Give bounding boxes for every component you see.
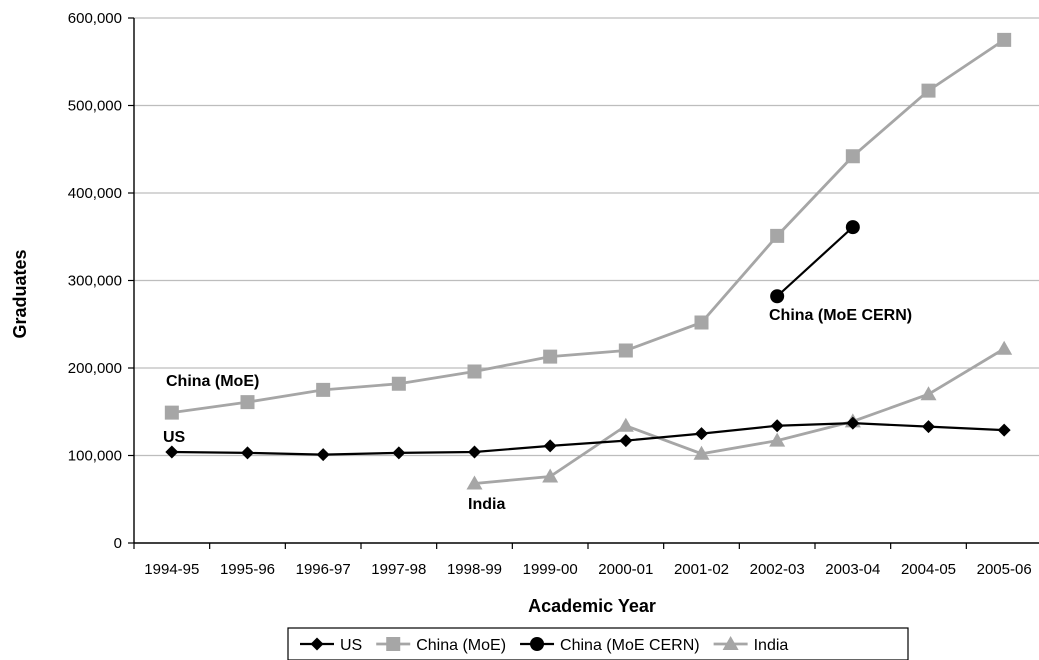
legend-item: China (MoE) xyxy=(376,637,506,654)
data-point xyxy=(316,448,330,462)
data-point xyxy=(543,349,558,364)
data-point xyxy=(769,432,786,447)
legend-item: US xyxy=(300,637,362,654)
x-tick-label: 1994-95 xyxy=(144,561,199,578)
data-point xyxy=(617,417,634,432)
x-tick-label: 2000-01 xyxy=(598,561,653,578)
x-tick-label: 2005-06 xyxy=(977,561,1032,578)
x-axis-title: Academic Year xyxy=(528,596,656,616)
data-point xyxy=(996,340,1013,355)
annotation-label: India xyxy=(468,496,505,513)
series-line xyxy=(474,347,1005,485)
y-tick-label: 400,000 xyxy=(68,185,122,202)
y-tick-label: 300,000 xyxy=(68,273,122,290)
annotation-label: China (MoE) xyxy=(166,373,259,390)
series-china-moe xyxy=(164,32,1012,420)
legend-marker xyxy=(310,637,324,651)
legend-marker xyxy=(722,636,739,650)
legend-label: US xyxy=(340,637,362,654)
series-line xyxy=(776,226,854,298)
data-point xyxy=(997,32,1012,47)
data-point xyxy=(922,420,935,434)
x-tick-label: 1997-98 xyxy=(371,561,426,578)
data-point xyxy=(165,445,179,459)
data-point xyxy=(997,423,1011,437)
data-point xyxy=(619,434,633,448)
y-tick-label: 100,000 xyxy=(68,448,122,465)
annotation-label: US xyxy=(163,429,186,446)
x-tick-label: 2002-03 xyxy=(750,561,805,578)
y-tick-label: 500,000 xyxy=(68,98,122,115)
data-point xyxy=(618,343,633,358)
data-point xyxy=(466,475,483,490)
legend: US China (MoE) China (MoE CERN) India xyxy=(287,627,909,660)
y-axis-ticks: 0 100,000 200,000 300,000 400,000 500,000 600,… xyxy=(68,10,122,552)
y-tick-label: 0 xyxy=(114,535,122,552)
x-tick-label: 2003-04 xyxy=(825,561,880,578)
annotations: China (MoE) US India China (MoE CERN) xyxy=(163,307,912,513)
data-point xyxy=(845,149,860,164)
data-point xyxy=(391,376,406,391)
series-china-moe-cern xyxy=(770,220,860,304)
x-tick-label: 1998-99 xyxy=(447,561,502,578)
data-point xyxy=(845,220,860,235)
data-point xyxy=(241,446,254,460)
legend-marker xyxy=(386,637,401,651)
y-tick-label: 600,000 xyxy=(68,10,122,27)
data-point xyxy=(543,439,557,453)
data-point xyxy=(694,315,709,330)
data-point xyxy=(921,83,936,98)
data-point xyxy=(392,446,406,460)
data-point xyxy=(468,445,481,459)
x-tick-label: 1999-00 xyxy=(523,561,578,578)
data-point xyxy=(770,228,785,243)
data-point xyxy=(770,419,784,433)
data-point xyxy=(770,289,785,304)
x-tick-label: 2004-05 xyxy=(901,561,956,578)
axes xyxy=(128,17,1039,549)
grid-lines xyxy=(134,17,1039,457)
legend-item: India xyxy=(713,636,789,654)
data-series xyxy=(164,32,1013,490)
legend-label: China (MoE) xyxy=(416,637,506,654)
data-point xyxy=(542,468,559,483)
legend-label: China (MoE CERN) xyxy=(560,637,700,654)
series-us xyxy=(165,416,1011,462)
x-axis-ticks: 1994-95 1995-96 1996-97 1997-98 1998-99 1999-… xyxy=(144,561,1031,578)
y-axis-title: Graduates xyxy=(10,249,30,338)
data-point xyxy=(164,405,179,420)
data-point xyxy=(693,445,710,460)
annotation-label: China (MoE CERN) xyxy=(769,307,912,324)
x-tick-label: 1995-96 xyxy=(220,561,275,578)
y-tick-label: 200,000 xyxy=(68,360,122,377)
data-point xyxy=(920,386,937,401)
data-point xyxy=(316,382,331,397)
legend-marker xyxy=(530,637,545,651)
legend-item: China (MoE CERN) xyxy=(520,637,700,654)
data-point xyxy=(240,395,255,410)
data-point xyxy=(846,416,860,430)
series-line xyxy=(171,422,1005,456)
data-point xyxy=(695,427,708,441)
x-tick-label: 2001-02 xyxy=(674,561,729,578)
series-line xyxy=(171,38,1005,415)
x-tick-label: 1996-97 xyxy=(296,561,351,578)
legend-label: India xyxy=(754,637,789,654)
data-point xyxy=(467,364,482,379)
